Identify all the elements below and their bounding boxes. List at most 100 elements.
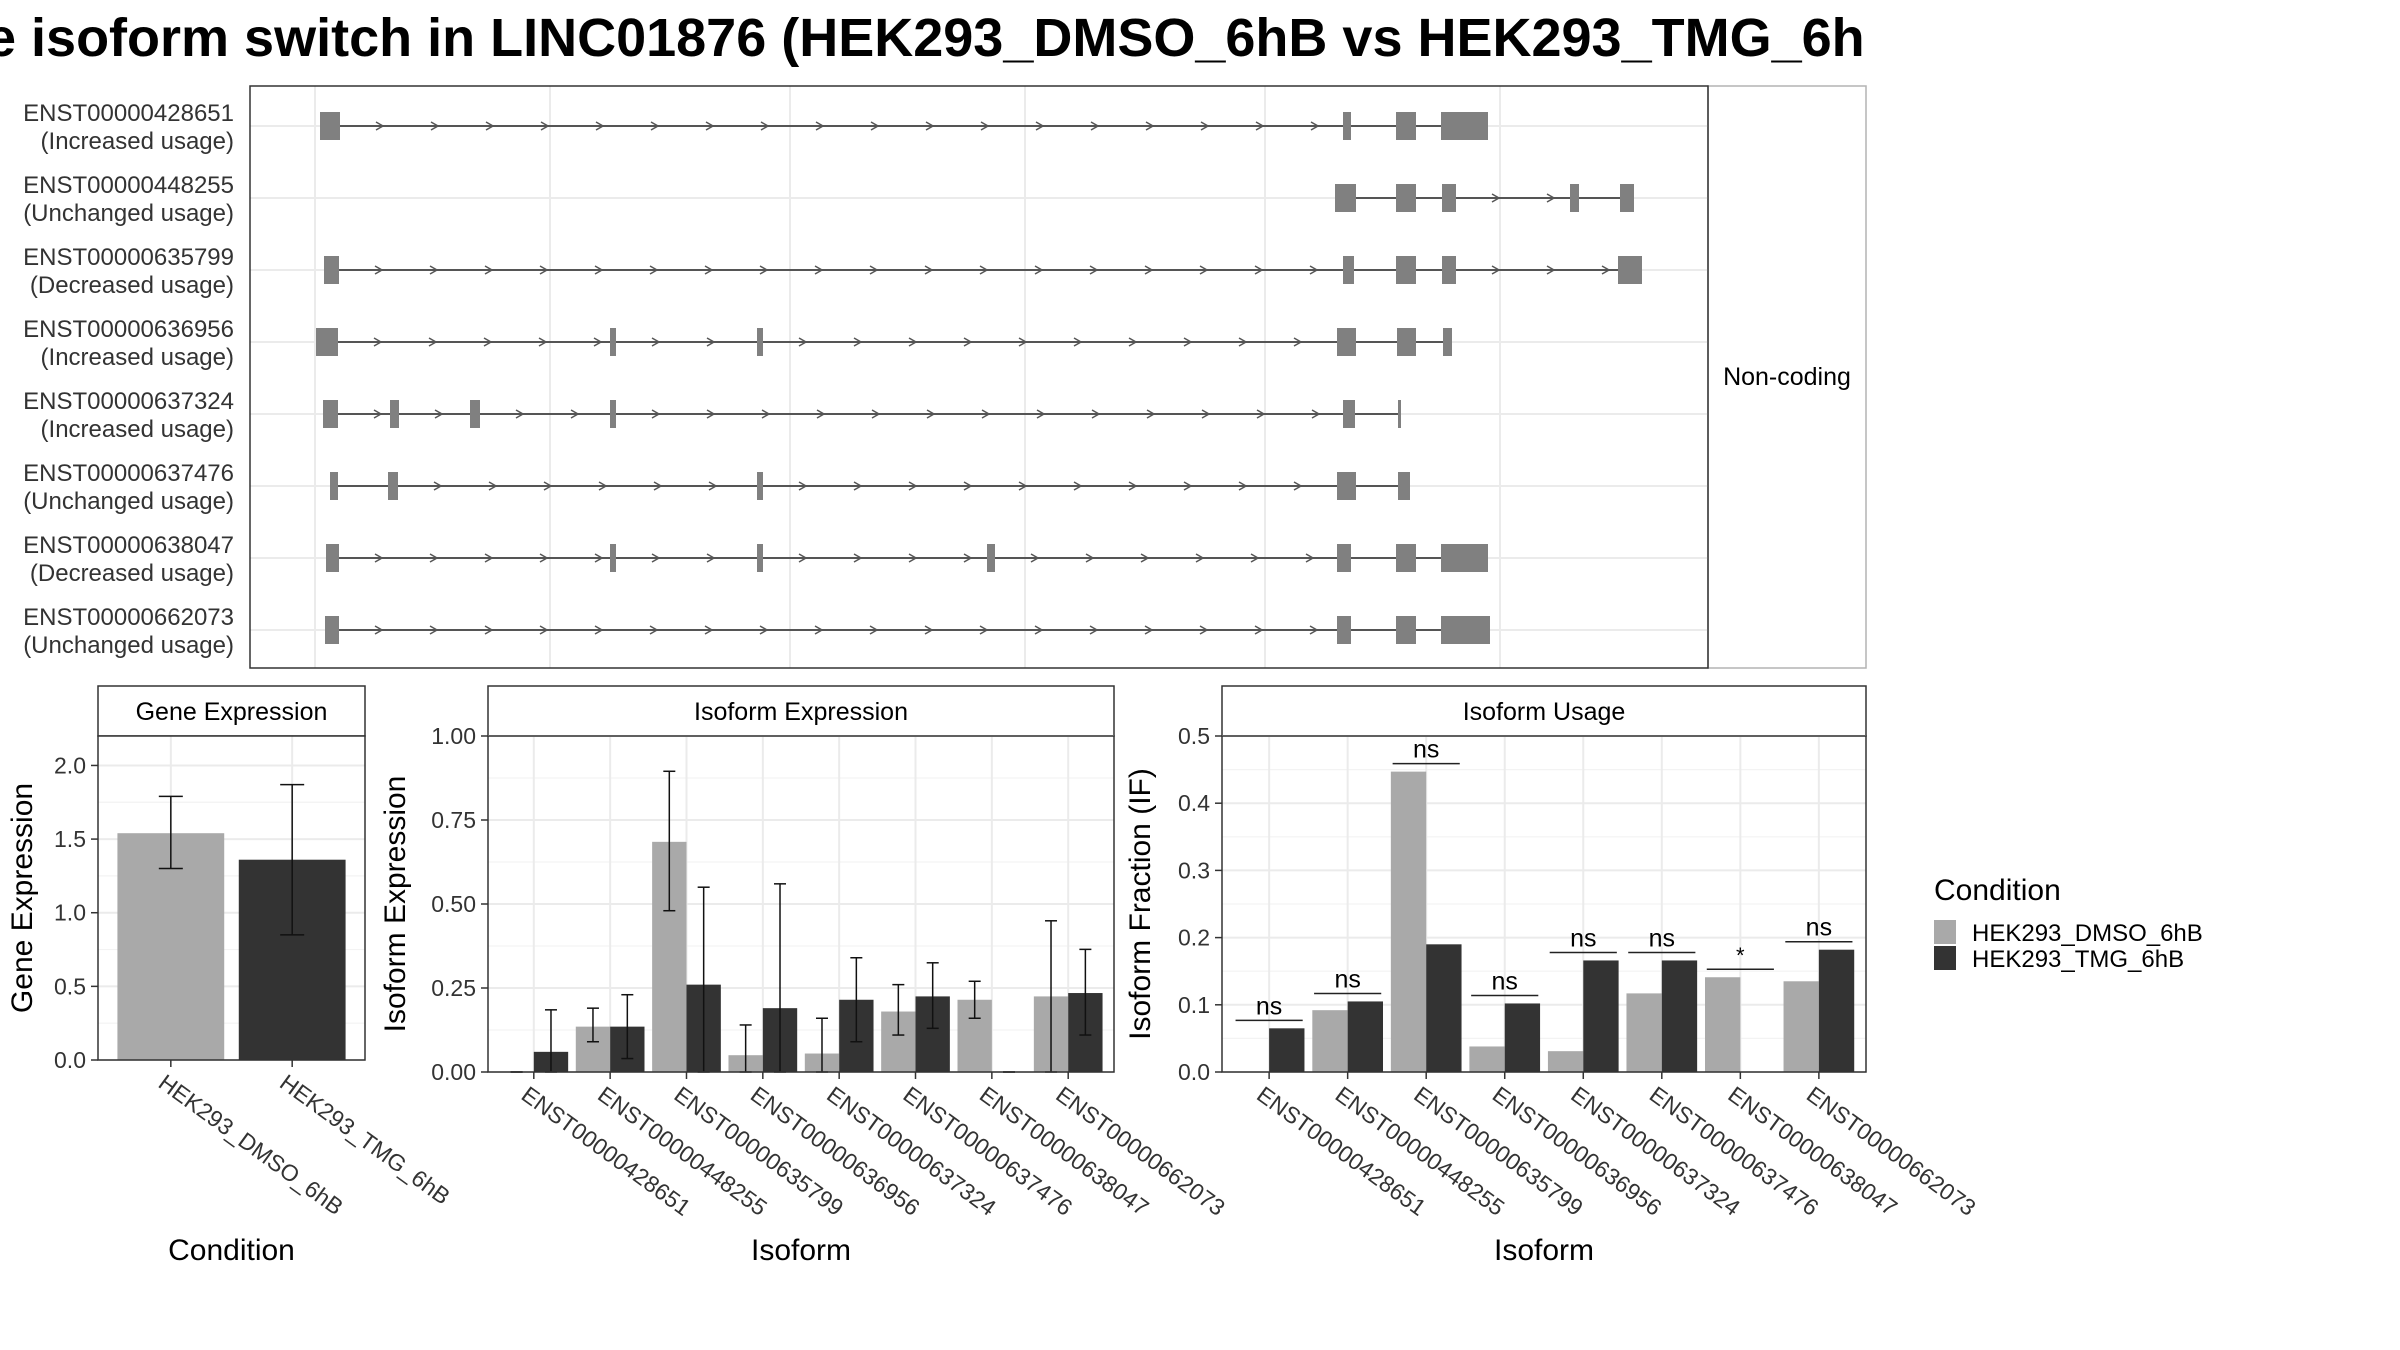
intron-arrow	[908, 337, 918, 347]
intron-arrow	[649, 625, 659, 635]
bar-HEK293_TMG_6hB-ENST00000448255	[1347, 1001, 1383, 1072]
intron-arrow	[1305, 553, 1315, 563]
isoform-id-label: ENST00000638047	[23, 532, 234, 559]
panel-border	[97, 735, 366, 1061]
bar-HEK293_DMSO_6hB-ENST00000637324	[1547, 1051, 1584, 1072]
isoform-id-label: ENST00000636956	[23, 316, 234, 343]
bar-HEK293_TMG_6hB-ENST00000428651	[1269, 1028, 1305, 1072]
y-tick-label: 0.2	[1178, 925, 1210, 951]
panel-strip	[1221, 685, 1867, 737]
intron-arrow	[980, 121, 990, 131]
exon	[1443, 328, 1452, 356]
isoform-usage-status-label: (Unchanged usage)	[23, 200, 234, 227]
significance-label: ns	[1256, 992, 1282, 1020]
isoform-usage-status-label: (Increased usage)	[41, 416, 234, 443]
intron-arrow	[981, 409, 991, 419]
bar-HEK293_DMSO_6hB-ENST00000638047	[1705, 977, 1741, 1072]
isoform-usage-status-label: (Decreased usage)	[30, 560, 234, 587]
intron-arrow	[433, 481, 443, 491]
intron-arrow	[650, 121, 660, 131]
intron-arrow	[593, 337, 603, 347]
isoform-usage-status-label: (Decreased usage)	[30, 272, 234, 299]
intron-arrow	[429, 553, 439, 563]
exon	[1337, 328, 1356, 356]
intron-arrow	[484, 553, 494, 563]
intron-arrow	[798, 481, 808, 491]
exon	[1398, 400, 1401, 428]
significance-label: ns	[1492, 967, 1518, 995]
bar-HEK293_DMSO_6hB-ENST00000637476	[1626, 993, 1662, 1072]
intron-arrow	[1140, 553, 1150, 563]
bar-HEK293_TMG_6hB-ENST00000635799	[1426, 944, 1462, 1072]
bar-HEK293_TMG_6hB-ENST00000662073	[1818, 949, 1855, 1072]
isoform-usage-status-label: (Unchanged usage)	[23, 632, 234, 659]
y-tick-label: 1.00	[431, 723, 476, 749]
y-tick-label: 1.0	[54, 900, 86, 926]
intron-arrow	[908, 553, 918, 563]
bar-HEK293_DMSO_6hB-ENST00000448255	[1312, 1010, 1348, 1072]
y-tick-label: 0.00	[431, 1059, 476, 1085]
isoform-usage-panel: Isoform Usage 0.0 0.1 0.2 0.3 0.4 0.5 ns ns ns ns n…	[1124, 685, 1981, 1267]
exon	[320, 112, 340, 140]
exon	[1396, 544, 1416, 572]
intron-arrow	[760, 121, 770, 131]
intron-arrow	[759, 625, 769, 635]
intron-arrow	[1144, 265, 1154, 275]
intron-arrow	[1090, 121, 1100, 131]
intron-arrow	[1089, 265, 1099, 275]
y-tick-label: 0.1	[1178, 992, 1210, 1018]
intron-arrow	[484, 625, 494, 635]
exon	[390, 400, 399, 428]
intron-arrow	[924, 265, 934, 275]
x-axis-title: Condition	[168, 1234, 295, 1267]
intron-arrow	[708, 481, 718, 491]
exon	[1337, 472, 1356, 500]
exon	[1337, 616, 1351, 644]
structure-plot-border	[249, 85, 1709, 669]
significance-label: ns	[1334, 965, 1360, 993]
exon	[1398, 472, 1410, 500]
y-tick-label: 0.4	[1178, 790, 1210, 816]
intron-arrow	[814, 265, 824, 275]
significance-label: ns	[1570, 924, 1596, 952]
exon	[1396, 184, 1416, 212]
intron-arrow	[651, 553, 661, 563]
isoform-usage-status-label: (Increased usage)	[41, 128, 234, 155]
exon	[316, 328, 338, 356]
intron-arrow	[816, 409, 826, 419]
panel-strip	[487, 685, 1115, 737]
intron-arrow	[1035, 121, 1045, 131]
y-axis-title: Isoform Fraction (IF)	[1124, 768, 1157, 1040]
intron-arrow	[1491, 265, 1501, 275]
intron-arrow	[570, 409, 580, 419]
intron-arrow	[814, 625, 824, 635]
bar-HEK293_DMSO_6hB-ENST00000635799	[1390, 771, 1427, 1072]
exon	[757, 328, 763, 356]
intron-arrow	[543, 481, 553, 491]
intron-arrow	[373, 409, 383, 419]
intron-arrow	[761, 409, 771, 419]
intron-arrow	[1146, 409, 1156, 419]
intron-arrow	[594, 553, 604, 563]
intron-arrow	[925, 121, 935, 131]
intron-arrow	[1310, 121, 1320, 131]
exon	[610, 328, 616, 356]
intron-arrow	[1309, 265, 1319, 275]
intron-arrow	[1255, 121, 1265, 131]
intron-arrow	[649, 265, 659, 275]
intron-arrow	[375, 121, 385, 131]
intron-arrow	[1256, 409, 1266, 419]
intron-arrow	[1030, 553, 1040, 563]
intron-arrow	[1201, 409, 1211, 419]
exon	[610, 544, 616, 572]
exon	[757, 472, 763, 500]
exon	[1343, 400, 1355, 428]
intron-arrow	[1128, 337, 1138, 347]
intron-arrow	[485, 121, 495, 131]
intron-arrow	[1073, 481, 1083, 491]
intron-arrow	[1200, 121, 1210, 131]
intron-arrow	[705, 121, 715, 131]
y-axis-title: Gene Expression	[6, 783, 39, 1013]
intron-arrow	[1183, 481, 1193, 491]
